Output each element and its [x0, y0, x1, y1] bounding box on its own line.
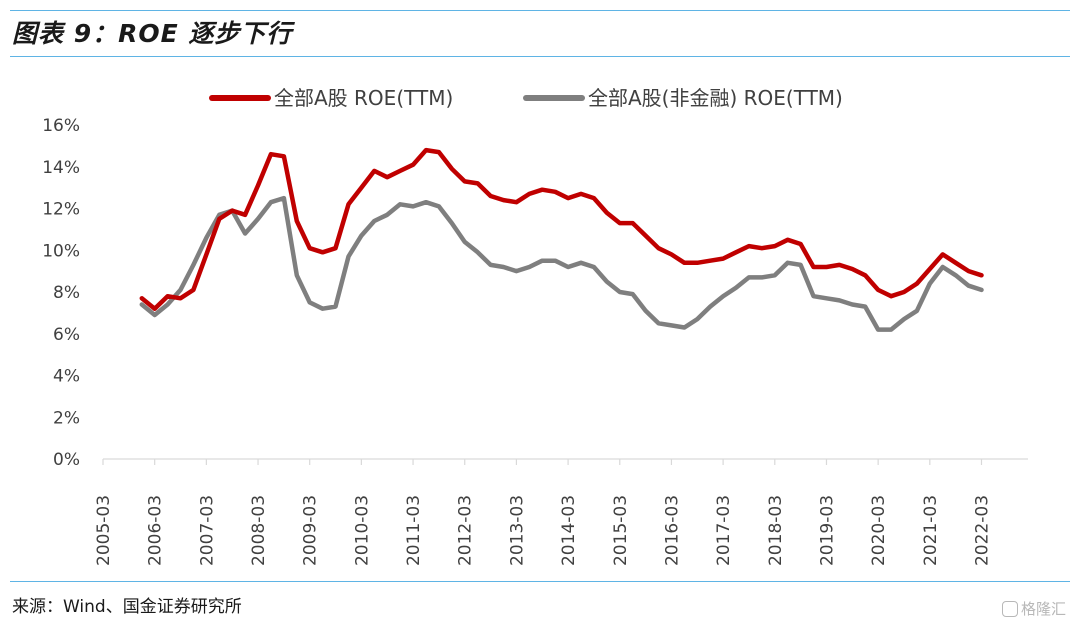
- y-tick-label: 6%: [53, 325, 80, 345]
- bottom-rule: [10, 581, 1070, 582]
- y-tick-label: 4%: [53, 367, 80, 387]
- y-tick-label: 0%: [53, 450, 80, 470]
- x-tick-label: 2015-03: [611, 495, 631, 566]
- x-tick-label: 2007-03: [197, 495, 217, 566]
- source-note: 来源：Wind、国金证券研究所: [12, 597, 242, 617]
- series-line-total: [139, 147, 984, 311]
- y-tick-label: 12%: [42, 200, 80, 220]
- y-tick-label: 16%: [42, 116, 80, 136]
- series-line-nonfinancial: [139, 195, 984, 332]
- x-tick-label: 2016-03: [662, 495, 682, 566]
- x-tick-label: 2013-03: [507, 495, 527, 566]
- top-rule: [10, 10, 1070, 11]
- x-axis-ticks: [102, 459, 983, 465]
- x-tick-label: 2009-03: [301, 495, 321, 566]
- x-axis-labels: 2005-03 2006-03 2007-03 2008-03 2009-03 2010-…: [94, 495, 992, 566]
- line-chart: 全部A股 ROE(TTM) 全部A股(非金融) ROE(TTM) 0% 2% 4% 6…: [42, 86, 1028, 566]
- title-underline: [10, 56, 1070, 57]
- x-tick-label: 2019-03: [817, 495, 837, 566]
- x-tick-label: 2011-03: [404, 495, 424, 566]
- watermark-logo-icon: [1002, 601, 1018, 617]
- x-tick-label: 2021-03: [921, 495, 941, 566]
- x-tick-label: 2014-03: [559, 495, 579, 566]
- x-tick-label: 2020-03: [869, 495, 889, 566]
- watermark: 格隆汇: [1002, 598, 1066, 619]
- x-tick-label: 2005-03: [94, 495, 114, 566]
- chart-title: 图表 9：ROE 逐步下行: [12, 19, 293, 48]
- y-axis-labels: 0% 2% 4% 6% 8% 10% 12% 14% 16%: [42, 116, 80, 470]
- y-tick-label: 2%: [53, 408, 80, 428]
- plot-series: [139, 147, 984, 332]
- x-tick-label: 2022-03: [972, 495, 992, 566]
- legend-label-nonfinancial: 全部A股(非金融) ROE(TTM): [588, 86, 843, 110]
- legend-label-total: 全部A股 ROE(TTM): [274, 86, 453, 110]
- x-tick-label: 2010-03: [352, 495, 372, 566]
- y-tick-label: 10%: [42, 241, 80, 261]
- y-tick-label: 14%: [42, 158, 80, 178]
- watermark-text: 格隆汇: [1021, 600, 1067, 618]
- x-tick-label: 2012-03: [456, 495, 476, 566]
- y-tick-label: 8%: [53, 283, 80, 303]
- x-tick-label: 2017-03: [714, 495, 734, 566]
- x-tick-label: 2018-03: [766, 495, 786, 566]
- x-tick-label: 2006-03: [146, 495, 166, 566]
- legend: 全部A股 ROE(TTM) 全部A股(非金融) ROE(TTM): [209, 86, 843, 110]
- x-tick-label: 2008-03: [249, 495, 269, 566]
